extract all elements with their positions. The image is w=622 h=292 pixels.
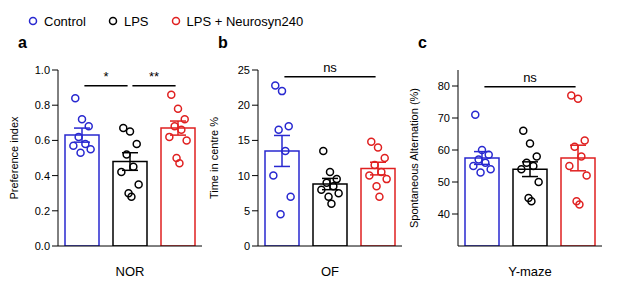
svg-text:15: 15 bbox=[238, 134, 250, 146]
svg-text:50: 50 bbox=[438, 176, 450, 188]
svg-text:*: * bbox=[103, 69, 108, 84]
html-text:c: c bbox=[418, 34, 427, 51]
svg-text:0: 0 bbox=[244, 240, 250, 252]
svg-text:40: 40 bbox=[438, 208, 450, 220]
svg-text:OF: OF bbox=[321, 264, 339, 279]
html-text:a: a bbox=[18, 34, 27, 51]
svg-text:0.2: 0.2 bbox=[35, 205, 50, 217]
svg-text:0.0: 0.0 bbox=[35, 240, 50, 252]
svg-text:NOR: NOR bbox=[116, 264, 145, 279]
svg-text:80: 80 bbox=[438, 80, 450, 92]
svg-text:25: 25 bbox=[238, 64, 250, 76]
svg-text:10: 10 bbox=[238, 170, 250, 182]
svg-text:Time in centre %: Time in centre % bbox=[208, 117, 220, 199]
svg-text:0.4: 0.4 bbox=[35, 170, 50, 182]
svg-text:0.6: 0.6 bbox=[35, 134, 50, 146]
svg-text:60: 60 bbox=[438, 144, 450, 156]
svg-text:70: 70 bbox=[438, 112, 450, 124]
svg-text:Spontaneous Alternation (%): Spontaneous Alternation (%) bbox=[408, 88, 420, 228]
svg-text:Preference index: Preference index bbox=[8, 116, 20, 200]
html-text:LPS: LPS bbox=[123, 13, 149, 29]
svg-text:ns: ns bbox=[523, 70, 537, 85]
svg-text:20: 20 bbox=[238, 99, 250, 111]
svg-text:**: ** bbox=[149, 69, 159, 84]
svg-text:5: 5 bbox=[244, 205, 250, 217]
html-text:LPS + Neurosyn240: LPS + Neurosyn240 bbox=[186, 13, 304, 29]
svg-text:Y-maze: Y-maze bbox=[508, 264, 552, 279]
html-text:b: b bbox=[218, 34, 228, 51]
svg-text:ns: ns bbox=[323, 60, 337, 75]
svg-text:1.0: 1.0 bbox=[35, 64, 50, 76]
svg-text:0.8: 0.8 bbox=[35, 99, 50, 111]
html-text:Control: Control bbox=[44, 13, 86, 29]
